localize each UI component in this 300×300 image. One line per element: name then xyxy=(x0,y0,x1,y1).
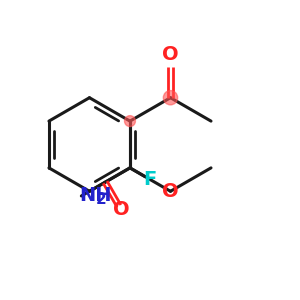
Circle shape xyxy=(124,116,135,127)
Text: F: F xyxy=(143,170,157,189)
Circle shape xyxy=(164,91,178,105)
Text: O: O xyxy=(162,182,179,201)
Text: O: O xyxy=(113,200,130,219)
Text: NH: NH xyxy=(79,187,112,206)
Text: 2: 2 xyxy=(95,192,106,207)
Text: O: O xyxy=(162,45,179,64)
